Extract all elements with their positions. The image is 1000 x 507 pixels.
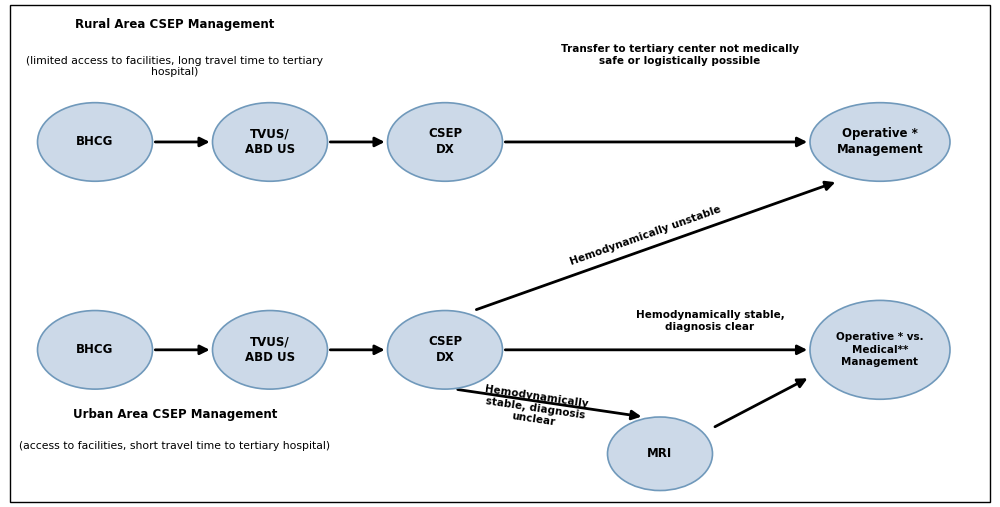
Text: CSEP
DX: CSEP DX — [428, 335, 462, 365]
Text: Rural Area CSEP Management: Rural Area CSEP Management — [75, 18, 275, 31]
Ellipse shape — [388, 310, 503, 389]
Text: BHCG: BHCG — [76, 343, 114, 356]
Ellipse shape — [38, 102, 152, 182]
Ellipse shape — [810, 300, 950, 400]
Text: Hemodynamically
stable, diagnosis
unclear: Hemodynamically stable, diagnosis unclea… — [481, 384, 589, 432]
Text: TVUS/
ABD US: TVUS/ ABD US — [245, 335, 295, 365]
Text: Urban Area CSEP Management: Urban Area CSEP Management — [73, 408, 277, 421]
Text: Hemodynamically stable,
diagnosis clear: Hemodynamically stable, diagnosis clear — [636, 310, 784, 332]
Text: BHCG: BHCG — [76, 135, 114, 149]
Text: CSEP
DX: CSEP DX — [428, 127, 462, 157]
Text: Operative * vs.
Medical**
Management: Operative * vs. Medical** Management — [836, 333, 924, 367]
Text: TVUS/
ABD US: TVUS/ ABD US — [245, 127, 295, 157]
Text: MRI: MRI — [647, 447, 673, 460]
Ellipse shape — [608, 417, 712, 491]
Ellipse shape — [810, 102, 950, 182]
Ellipse shape — [212, 102, 328, 182]
Text: Operative *
Management: Operative * Management — [837, 127, 923, 157]
Ellipse shape — [38, 310, 152, 389]
Ellipse shape — [388, 102, 503, 182]
Text: (access to facilities, short travel time to tertiary hospital): (access to facilities, short travel time… — [19, 441, 331, 451]
Text: Hemodynamically unstable: Hemodynamically unstable — [568, 204, 722, 267]
Text: Transfer to tertiary center not medically
safe or logistically possible: Transfer to tertiary center not medicall… — [561, 44, 799, 66]
Text: (limited access to facilities, long travel time to tertiary
hospital): (limited access to facilities, long trav… — [26, 56, 324, 78]
Ellipse shape — [212, 310, 328, 389]
